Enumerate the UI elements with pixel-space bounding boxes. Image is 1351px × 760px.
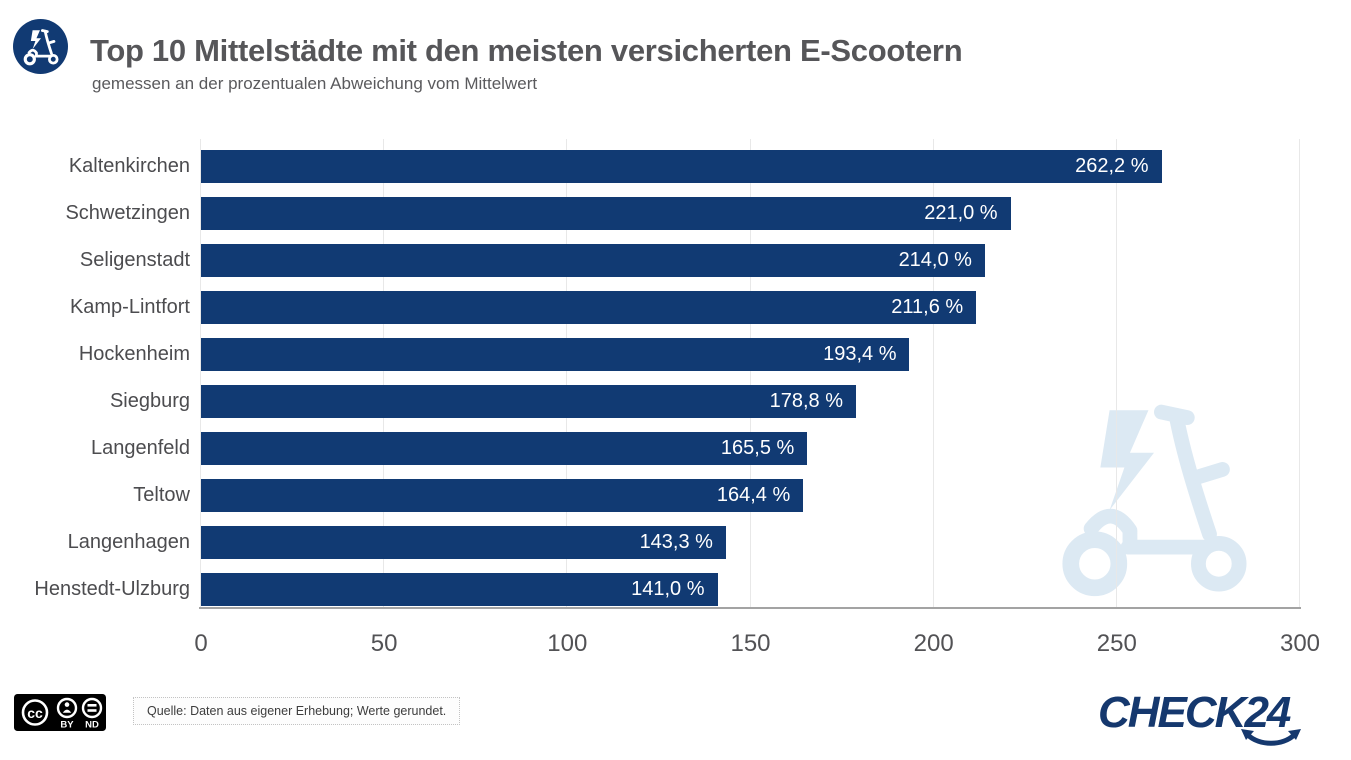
category-label: Kamp-Lintfort — [69, 296, 190, 318]
category-label: Schwetzingen — [65, 202, 190, 224]
category-label: Siegburg — [109, 390, 190, 412]
cc-by-nd-license-badge: cc BY ND — [14, 694, 106, 731]
bar-value-label: 193,4 % — [823, 343, 897, 365]
bar-value-label: 141,0 % — [631, 578, 705, 600]
x-tick-label-50: 50 — [370, 630, 398, 657]
bar: 164,4 % — [201, 479, 804, 512]
gridline-150 — [749, 139, 751, 607]
gridline-300 — [1299, 139, 1300, 607]
category-label: Langenfeld — [91, 437, 190, 459]
category-label: Henstedt-Ulzburg — [34, 578, 190, 600]
x-tick-label-0: 0 — [194, 630, 208, 657]
gridline-0 — [200, 139, 201, 607]
page-subtitle: gemessen an der prozentualen Abweichung … — [92, 74, 538, 93]
x-axis-line — [199, 607, 1301, 609]
bar-value-label: 165,5 % — [720, 437, 795, 459]
bar: 165,5 % — [201, 432, 808, 465]
cc-glyph: cc — [27, 705, 43, 721]
bar: 143,3 % — [201, 526, 726, 559]
bar-value-label: 164,4 % — [716, 484, 791, 506]
category-label: Langenhagen — [67, 531, 190, 553]
bar: 193,4 % — [201, 338, 910, 371]
bar: 178,8 % — [201, 385, 856, 418]
e-scooter-lightning-icon — [13, 19, 68, 74]
category-label: Hockenheim — [78, 343, 190, 365]
x-tick-label-250: 250 — [1096, 630, 1137, 657]
by-label: BY — [60, 720, 74, 731]
check24-logo-text: CHECK24 — [1098, 688, 1291, 737]
bar: 262,2 % — [201, 150, 1162, 183]
bar-value-label: 211,6 % — [891, 296, 964, 318]
bar: 221,0 % — [201, 197, 1011, 230]
page-title: Top 10 Mittelstädte mit den meisten vers… — [90, 33, 963, 68]
bar-value-label: 178,8 % — [769, 390, 843, 412]
category-label: Kaltenkirchen — [68, 155, 190, 177]
bar: 214,0 % — [201, 244, 985, 277]
gridline-250 — [1115, 139, 1117, 607]
e-scooter-watermark-icon — [1062, 404, 1247, 597]
check24-logo: CHECK24 — [1098, 688, 1308, 750]
gridline-50 — [383, 139, 385, 607]
bar: 141,0 % — [201, 573, 718, 606]
category-label: Seligenstadt — [79, 249, 190, 271]
source-note: Quelle: Daten aus eigener Erhebung; Wert… — [133, 697, 461, 725]
check24-swoosh-icon — [1241, 729, 1301, 746]
nd-label: ND — [85, 720, 99, 731]
gridline-200 — [932, 139, 934, 607]
bar-value-label: 214,0 % — [898, 249, 972, 271]
category-label: Teltow — [133, 484, 190, 506]
bar: 211,6 % — [201, 291, 977, 324]
bar-value-label: 262,2 % — [1075, 155, 1149, 177]
gridline-100 — [566, 139, 568, 607]
x-tick-label-200: 200 — [913, 630, 954, 657]
x-tick-label-300: 300 — [1279, 630, 1321, 657]
bar-value-label: 143,3 % — [639, 531, 713, 553]
x-tick-label-100: 100 — [547, 630, 588, 657]
x-tick-label-150: 150 — [730, 630, 771, 657]
bar-value-label: 221,0 % — [924, 202, 998, 224]
